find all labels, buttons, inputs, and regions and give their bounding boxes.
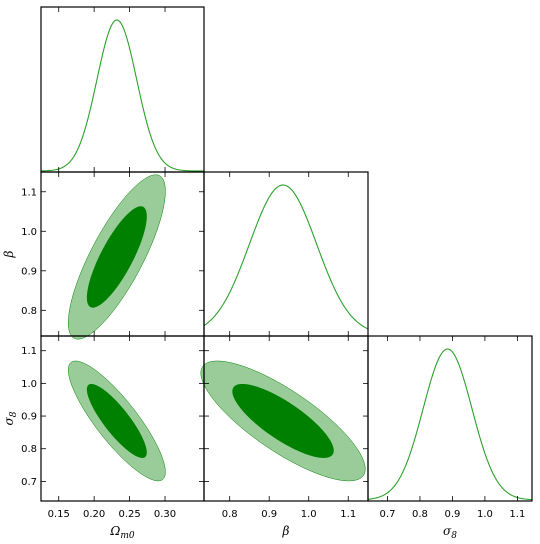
x-tick-label-omega: 0.15 (48, 509, 70, 520)
x-tick-label-beta: 0.8 (222, 509, 238, 520)
y-tick-label-sigma8: 0.8 (21, 444, 37, 455)
x-tick-label-beta: 1.1 (340, 509, 356, 520)
contour-68-omega-beta (86, 206, 147, 308)
y-tick-label-sigma8: 0.9 (21, 412, 37, 423)
panel-frame-beta-beta (203, 171, 369, 337)
x-tick-label-omega: 0.20 (83, 509, 105, 520)
x-axis-label-omega: Ωm0 (109, 524, 134, 541)
pdf-curve-beta (203, 184, 369, 330)
y-tick-label-beta: 1.0 (21, 227, 37, 238)
x-tick-label-sigma8: 1.1 (509, 509, 525, 520)
panel-frame-sigma8-sigma8 (367, 335, 533, 502)
labels-layer: Ωm0 β σ8 β σ8 (2, 250, 457, 541)
x-tick-label-beta: 1.0 (301, 509, 317, 520)
y-axis-label-sigma8: σ8 (2, 411, 19, 425)
y-tick-label-sigma8: 1.0 (21, 379, 37, 390)
contour-68-beta-sigma8 (232, 383, 334, 458)
y-tick-label-sigma8: 1.1 (21, 346, 37, 357)
panels-layer (40, 6, 533, 502)
y-axis-label-beta: β (2, 250, 16, 258)
x-tick-label-sigma8: 0.8 (412, 509, 428, 520)
x-tick-label-beta: 0.9 (261, 509, 277, 520)
panel-frame-omega-omega (40, 6, 205, 173)
y-tick-label-sigma8: 0.7 (21, 477, 37, 488)
x-tick-label-omega: 0.25 (118, 509, 140, 520)
ticks-layer: 0.15 0.20 0.25 0.30 0.8 0.9 1.0 1.1 0.7 0.8 0.9 1.0… (21, 7, 525, 520)
x-axis-label-sigma8: σ8 (443, 524, 457, 541)
y-tick-label-beta: 1.1 (21, 187, 37, 198)
pdf-curve-sigma8 (367, 348, 533, 501)
pdf-curve-omega (40, 19, 204, 172)
y-tick-label-beta: 0.9 (21, 266, 37, 277)
x-tick-label-sigma8: 0.9 (444, 509, 460, 520)
y-tick-label-beta: 0.8 (21, 306, 37, 317)
x-tick-label-sigma8: 0.7 (380, 509, 396, 520)
x-tick-label-omega: 0.30 (154, 509, 176, 520)
contour-68-omega-sigma8 (86, 383, 147, 458)
x-axis-label-beta: β (282, 524, 290, 538)
x-tick-label-sigma8: 1.0 (477, 509, 493, 520)
